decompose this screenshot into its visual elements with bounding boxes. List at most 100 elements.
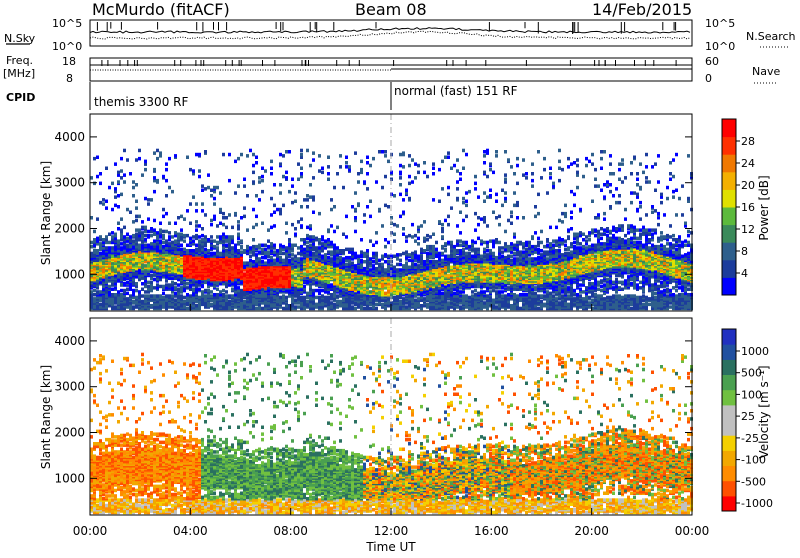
power-cell <box>339 154 342 158</box>
power-cell <box>225 244 228 248</box>
power-cell <box>375 307 378 311</box>
power-cell <box>354 151 357 155</box>
power-cell <box>423 237 426 241</box>
power-cell <box>210 290 213 294</box>
power-cell <box>156 149 159 153</box>
power-cell <box>372 260 375 264</box>
power-cell <box>363 220 366 224</box>
power-cell <box>189 294 192 298</box>
power-cell <box>165 162 168 166</box>
power-cell <box>402 264 405 268</box>
power-cell <box>402 198 405 202</box>
power-cell <box>237 220 240 224</box>
power-cell <box>102 202 105 206</box>
power-cell <box>411 158 414 162</box>
power-cell <box>108 285 111 289</box>
power-cell <box>168 222 171 226</box>
power-cell <box>423 171 426 175</box>
power-cell <box>228 179 231 183</box>
power-cell <box>351 248 354 252</box>
power-cell <box>417 237 420 241</box>
power-cell <box>270 172 273 176</box>
power-cell <box>312 195 315 199</box>
power-cell <box>258 198 261 202</box>
power-cell <box>216 241 219 245</box>
power-cell <box>123 173 126 177</box>
power-cell <box>180 248 183 252</box>
power-cell <box>132 239 135 243</box>
power-cell <box>276 249 279 253</box>
power-cell <box>240 153 243 157</box>
power-cell <box>195 248 198 252</box>
power-cell <box>99 252 102 256</box>
power-cell <box>273 259 276 263</box>
power-cell <box>384 253 387 257</box>
power-cell <box>393 296 396 300</box>
power-cell <box>168 242 171 246</box>
power-cell <box>255 161 258 165</box>
power-cell <box>105 246 108 250</box>
power-cell <box>246 245 249 249</box>
power-cell <box>153 219 156 223</box>
power-cell <box>285 150 288 154</box>
power-cell <box>369 268 372 272</box>
power-cell <box>111 288 114 292</box>
power-cell <box>303 296 306 300</box>
power-cell <box>141 220 144 224</box>
power-cell <box>228 294 231 298</box>
power-cell <box>198 175 201 179</box>
power-cell <box>282 252 285 256</box>
power-cell <box>135 206 138 210</box>
power-cell <box>381 255 384 259</box>
power-cell <box>201 227 204 231</box>
power-cell <box>192 195 195 199</box>
power-cell <box>159 151 162 155</box>
power-cell <box>168 157 171 161</box>
power-cell <box>174 286 177 290</box>
power-cell <box>369 307 372 311</box>
power-cell <box>252 171 255 175</box>
power-cell <box>291 253 294 257</box>
power-cell <box>117 222 120 226</box>
power-cell <box>270 167 273 171</box>
power-cell <box>93 238 96 242</box>
power-cell <box>183 248 186 252</box>
power-cell <box>348 256 351 260</box>
power-cell <box>303 272 306 276</box>
power-cell <box>189 222 192 226</box>
power-cell <box>294 244 297 248</box>
power-cell <box>216 235 219 239</box>
power-cell <box>441 223 444 227</box>
power-cell <box>222 223 225 227</box>
power-cell <box>345 165 348 169</box>
power-cell <box>183 300 186 304</box>
power-cell <box>162 215 165 219</box>
power-cell <box>123 289 126 293</box>
power-cell <box>159 239 162 243</box>
power-cell <box>195 228 198 232</box>
power-cell <box>417 255 420 259</box>
power-cell <box>120 169 123 173</box>
power-cell <box>447 255 450 259</box>
power-cell <box>114 187 117 191</box>
power-cell <box>261 307 264 311</box>
power-cell <box>243 272 246 276</box>
power-cell <box>183 296 186 300</box>
power-cell <box>228 235 231 239</box>
power-cell <box>393 239 396 243</box>
power-cell <box>372 244 375 248</box>
power-cell <box>369 290 372 294</box>
power-cell <box>318 212 321 216</box>
power-cell <box>327 238 330 242</box>
power-cell <box>306 292 309 296</box>
power-cell <box>186 209 189 213</box>
power-cell <box>354 230 357 234</box>
power-cell <box>330 241 333 245</box>
power-cell <box>408 182 411 186</box>
power-cell <box>171 190 174 194</box>
power-cell <box>204 213 207 217</box>
power-cell <box>273 224 276 228</box>
power-cell <box>255 223 258 227</box>
power-cell <box>315 289 318 293</box>
beam-title: Beam 08 <box>355 0 427 19</box>
